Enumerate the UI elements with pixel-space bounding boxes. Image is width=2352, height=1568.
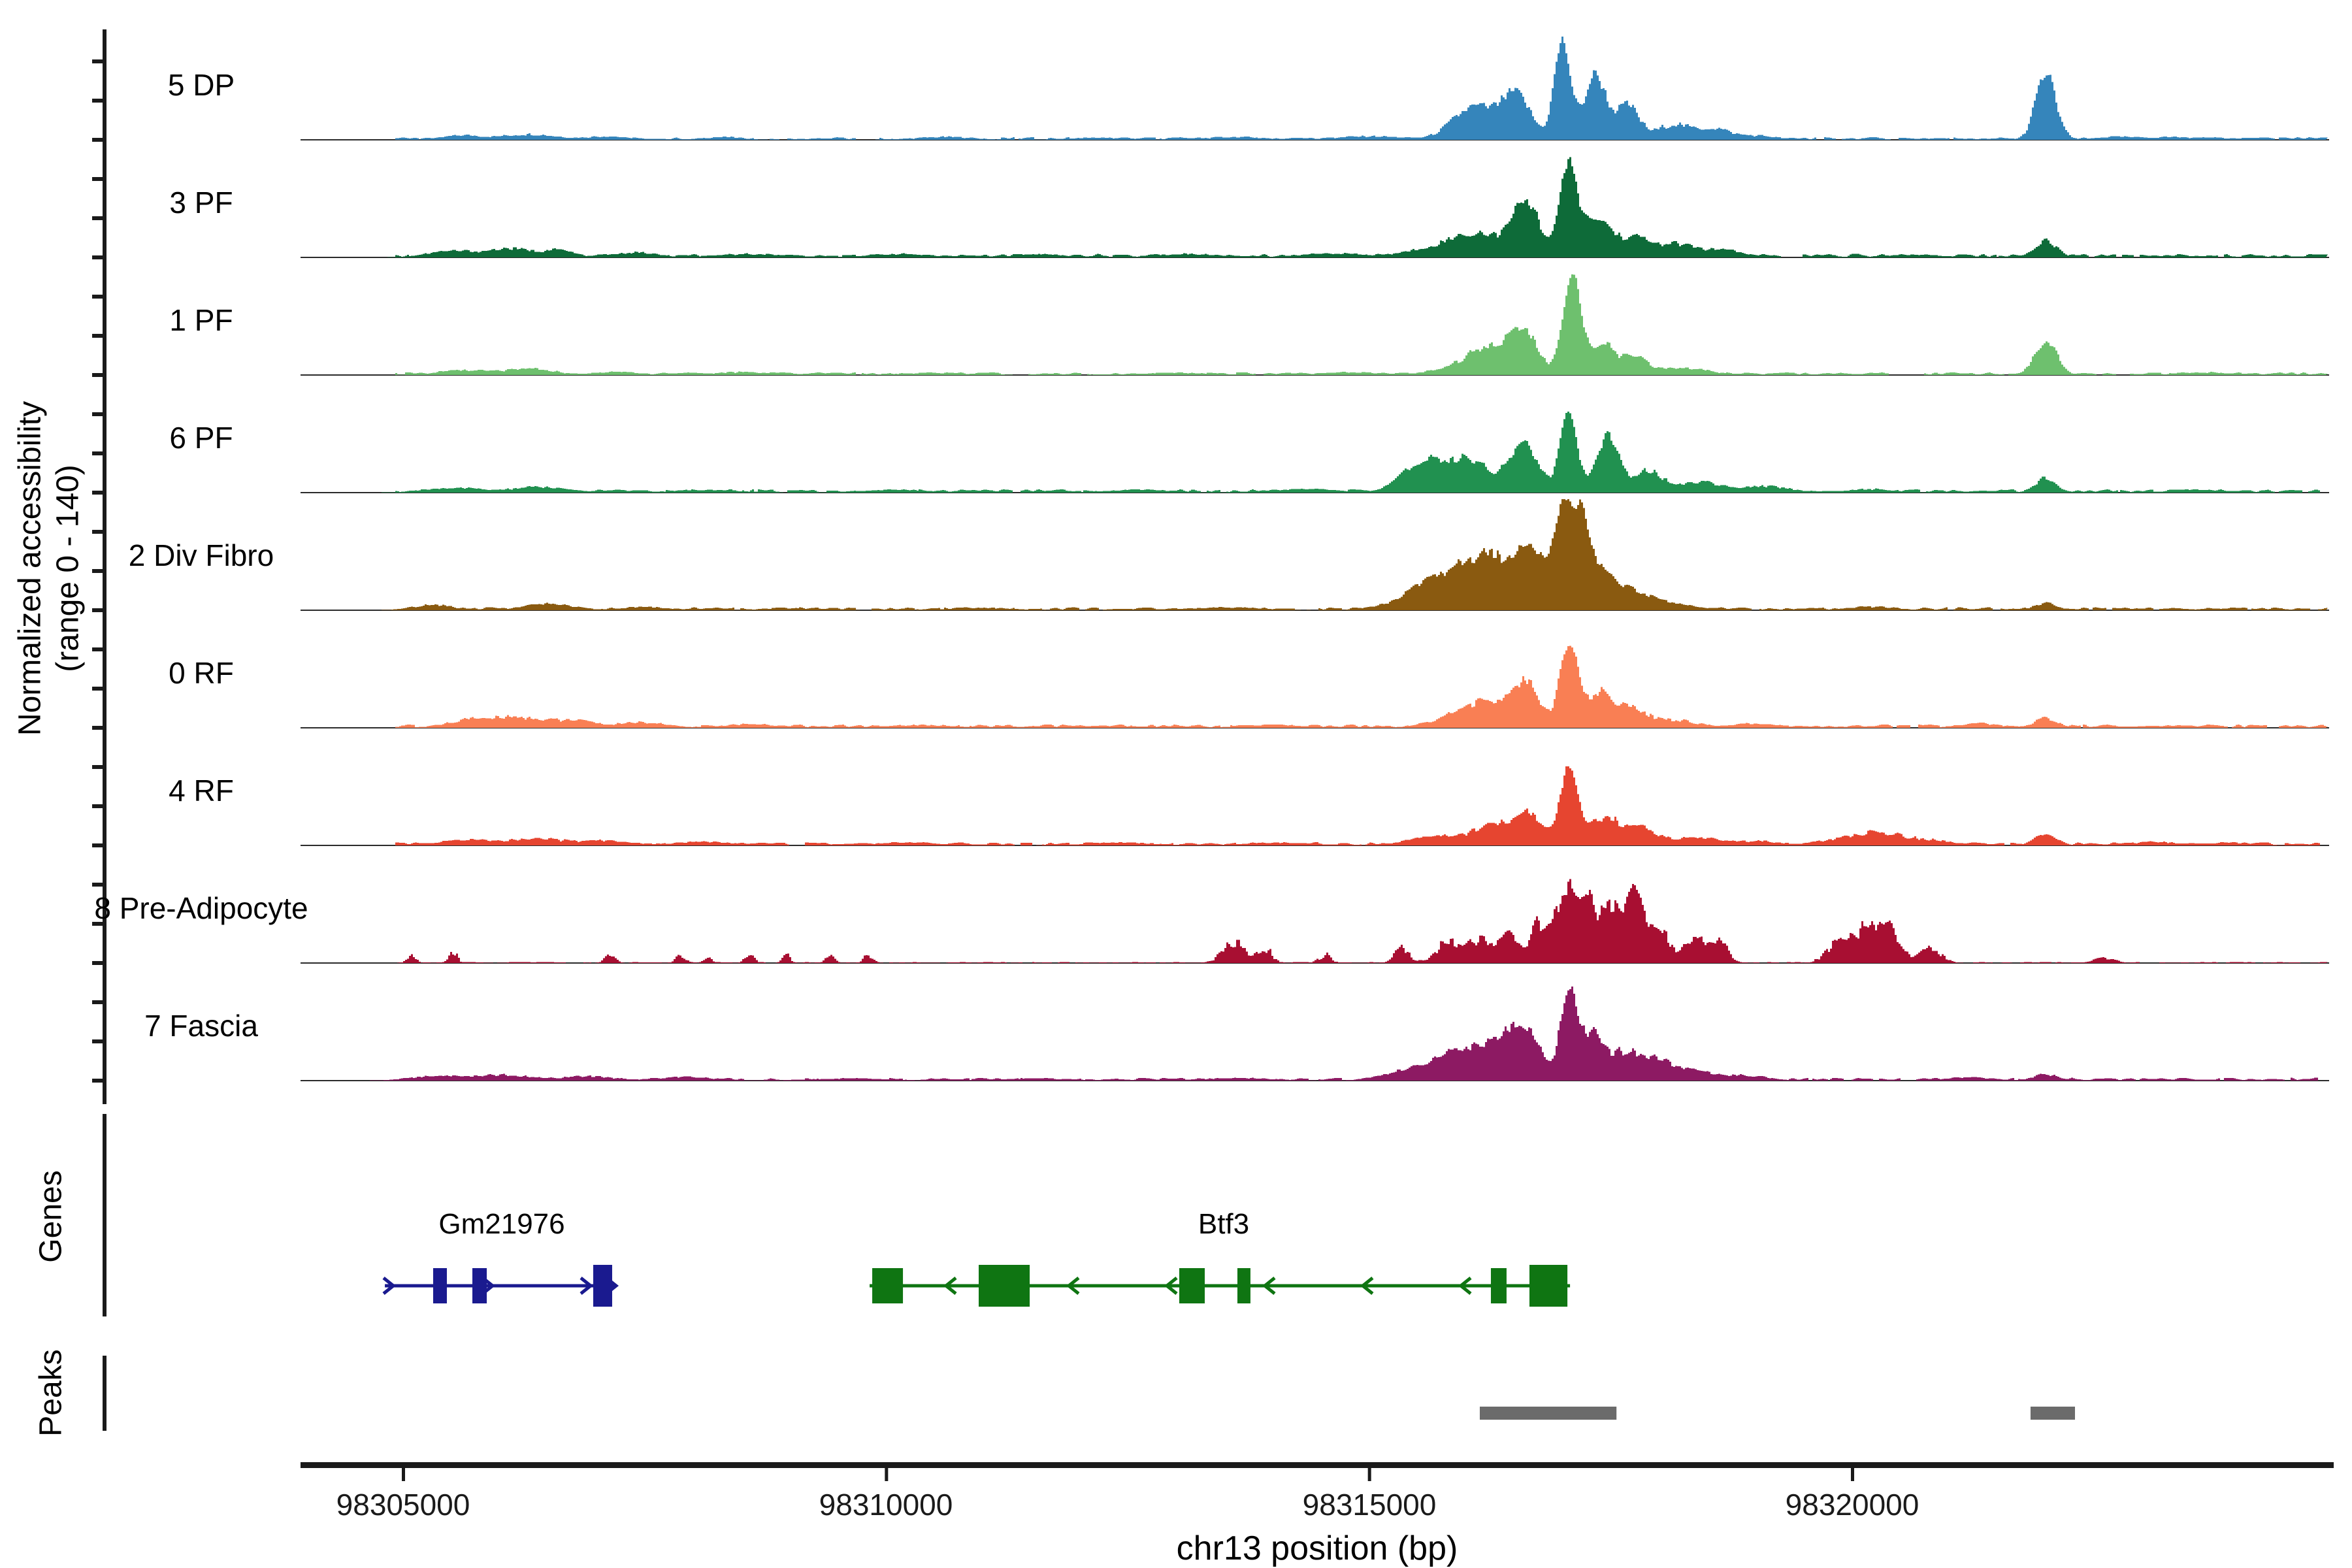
y-axis-tick [92,922,103,926]
gene-exon-btf3 [1529,1265,1568,1307]
y-axis-line [103,29,106,1104]
x-axis-title: chr13 position (bp) [1176,1529,1458,1567]
y-axis-tick [92,412,103,416]
track-area-4-rf [307,766,2328,845]
peak-region [2030,1407,2075,1420]
gene-strand-arrow-btf3 [1458,1277,1472,1295]
y-axis-tick [92,491,103,495]
gene-exon-btf3 [872,1268,904,1303]
y-axis-title-line2: (range 0 - 140) [50,465,86,672]
track-area-5-dp [307,36,2328,140]
gene-exon-btf3 [1237,1268,1250,1303]
track-area-6-pf [307,411,2328,493]
track-area-1-pf [307,274,2328,375]
y-axis-tick [92,334,103,338]
track-area-2-div-fibro [307,499,2328,610]
y-axis-title-line1: Normalized accessibility [12,400,48,736]
peaks-panel-axis [103,1356,106,1431]
track-label-2-div-fibro: 2 Div Fibro [128,538,274,572]
x-tick-label-98310000: 98310000 [819,1488,953,1522]
x-axis-line [301,1462,2334,1468]
gene-exon-btf3 [1490,1268,1507,1303]
y-axis-tick [92,138,103,142]
gene-strand-arrow-gm21976 [580,1277,594,1295]
gene-strand-arrow-btf3 [1066,1277,1080,1295]
y-axis-tick [92,843,103,847]
track-label-3-pf: 3 PF [169,186,233,220]
y-axis-tick [92,883,103,887]
y-axis-tick [92,373,103,377]
track-label-8-pre-adipocyte: 8 Pre-Adipocyte [94,891,308,925]
y-axis-tick [92,99,103,103]
y-axis-tick [92,1079,103,1083]
gene-exon-btf3 [1179,1268,1205,1303]
track-area-3-pf [307,157,2328,257]
gene-exon-gm21976 [433,1268,447,1303]
y-axis-tick [92,687,103,691]
peak-region [1479,1407,1617,1420]
track-label-6-pf: 6 PF [169,421,233,455]
track-area-8-pre-adipocyte [307,879,2328,963]
y-axis-tick [92,530,103,534]
y-axis-tick [92,1000,103,1004]
y-axis-tick [92,647,103,651]
y-axis-tick [92,726,103,730]
y-axis-tick [92,608,103,612]
gene-body-btf3 [870,1284,1571,1288]
x-tick-label-98320000: 98320000 [1785,1488,1919,1522]
y-axis-tick [92,216,103,220]
gene-strand-arrow-gm21976 [605,1277,619,1295]
y-axis-tick [92,1039,103,1043]
y-axis-tick [92,451,103,455]
track-label-5-dp: 5 DP [167,68,235,102]
track-label-7-fascia: 7 Fascia [144,1009,258,1043]
track-area-0-rf [307,645,2328,728]
gene-exon-btf3 [978,1265,1030,1307]
gene-strand-arrow-gm21976 [382,1277,397,1295]
gene-strand-arrow-btf3 [1164,1277,1178,1295]
x-tick-label-98305000: 98305000 [336,1488,470,1522]
y-axis-tick [92,295,103,299]
x-axis-tick [1851,1468,1855,1481]
x-axis-tick [402,1468,405,1481]
x-axis-tick [1367,1468,1371,1481]
track-label-0-rf: 0 RF [169,656,234,690]
gene-strand-arrow-btf3 [1360,1277,1374,1295]
gene-name-btf3: Btf3 [1198,1208,1250,1240]
y-axis-tick [92,59,103,63]
genes-panel-axis [103,1114,106,1316]
track-label-1-pf: 1 PF [169,303,233,337]
gene-exon-gm21976 [472,1268,487,1303]
peaks-panel-title: Peaks [33,1349,69,1437]
gene-exon-gm21976 [593,1265,612,1307]
y-axis-tick [92,804,103,808]
y-axis-tick [92,569,103,573]
gene-strand-arrow-btf3 [943,1277,957,1295]
x-tick-label-98315000: 98315000 [1302,1488,1437,1522]
y-axis-tick [92,961,103,965]
gene-name-gm21976: Gm21976 [438,1208,565,1240]
genes-panel-title: Genes [33,1170,69,1263]
track-area-7-fascia [307,987,2328,1081]
track-label-4-rf: 4 RF [169,774,234,808]
gene-strand-arrow-gm21976 [482,1277,495,1295]
gene-strand-arrow-btf3 [1262,1277,1276,1295]
y-axis-tick [92,255,103,259]
y-axis-tick [92,177,103,181]
gene-body-gm21976 [385,1284,614,1288]
y-axis-tick [92,765,103,769]
x-axis-tick [885,1468,889,1481]
